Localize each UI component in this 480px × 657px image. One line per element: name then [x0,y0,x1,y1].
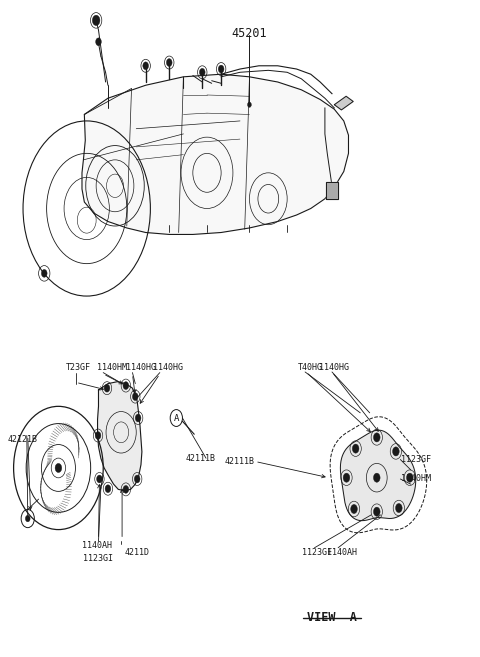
Text: 4211D: 4211D [124,548,149,556]
Circle shape [96,38,101,46]
Text: 1140HG: 1140HG [319,363,349,372]
Text: 1140HG: 1140HG [126,363,156,372]
Text: VIEW  A: VIEW A [307,610,357,623]
Polygon shape [326,182,337,199]
Circle shape [373,473,380,482]
Circle shape [123,486,129,493]
Text: 42121B: 42121B [8,435,38,444]
Circle shape [123,382,129,390]
Text: T40HG: T40HG [298,363,323,372]
Circle shape [393,447,399,456]
Text: 1123GI: 1123GI [84,555,113,563]
Circle shape [248,102,252,107]
Text: 1123GF: 1123GF [401,455,432,464]
Text: 1140HM: 1140HM [401,474,432,484]
Circle shape [95,432,101,440]
Circle shape [96,475,102,483]
Text: T23GF: T23GF [65,363,91,372]
Text: 42111B: 42111B [224,457,254,466]
Circle shape [143,62,148,70]
Circle shape [373,507,380,516]
Circle shape [132,393,138,401]
Text: A: A [174,413,179,422]
Polygon shape [335,97,353,110]
Circle shape [351,505,357,514]
Text: 42111B: 42111B [186,454,216,463]
Polygon shape [82,74,348,235]
Circle shape [167,58,172,66]
Circle shape [218,65,224,73]
Circle shape [55,463,62,472]
Circle shape [104,384,110,392]
Text: 1140HM: 1140HM [96,363,127,372]
Circle shape [134,475,140,483]
Text: 1140HG: 1140HG [153,363,183,372]
Circle shape [92,15,100,26]
Text: 45201: 45201 [232,27,267,40]
Text: 1140AH: 1140AH [82,541,111,551]
Circle shape [135,414,141,422]
Circle shape [407,473,413,482]
Circle shape [25,515,30,522]
Text: 1140AH: 1140AH [327,548,357,556]
Polygon shape [97,382,142,491]
Circle shape [41,269,47,277]
Circle shape [396,503,402,512]
Circle shape [373,433,380,442]
Text: 1123GF: 1123GF [302,548,332,556]
Circle shape [199,68,205,76]
Circle shape [352,444,359,453]
Polygon shape [340,430,416,520]
Circle shape [105,485,111,493]
Circle shape [343,473,350,482]
